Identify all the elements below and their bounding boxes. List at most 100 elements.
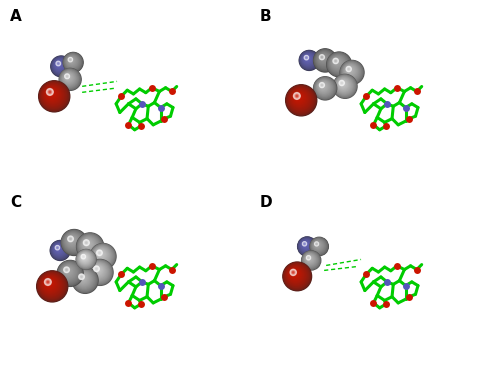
Circle shape <box>94 266 102 274</box>
Circle shape <box>90 244 115 269</box>
Circle shape <box>299 50 319 70</box>
Circle shape <box>62 70 78 87</box>
Circle shape <box>64 53 82 72</box>
Circle shape <box>78 251 93 266</box>
Circle shape <box>314 49 336 72</box>
Circle shape <box>289 88 311 110</box>
Circle shape <box>303 243 306 245</box>
Circle shape <box>62 266 74 278</box>
Circle shape <box>322 57 323 58</box>
Circle shape <box>294 93 302 101</box>
Circle shape <box>284 264 309 288</box>
Circle shape <box>98 251 103 256</box>
Circle shape <box>78 234 101 257</box>
Circle shape <box>314 78 336 98</box>
Circle shape <box>60 263 78 282</box>
Circle shape <box>334 60 336 62</box>
Circle shape <box>78 273 89 285</box>
Text: B: B <box>260 9 272 24</box>
Circle shape <box>88 261 110 283</box>
Circle shape <box>286 266 306 285</box>
Circle shape <box>78 250 94 267</box>
Circle shape <box>48 89 52 95</box>
Circle shape <box>62 71 77 86</box>
Circle shape <box>314 49 336 71</box>
Circle shape <box>336 77 352 94</box>
Circle shape <box>56 246 60 250</box>
Circle shape <box>76 271 92 288</box>
Circle shape <box>302 54 314 65</box>
Circle shape <box>335 60 336 62</box>
Circle shape <box>80 276 82 278</box>
Circle shape <box>96 268 100 272</box>
Circle shape <box>96 250 102 256</box>
Circle shape <box>78 273 88 283</box>
Circle shape <box>334 76 355 96</box>
Circle shape <box>47 89 56 98</box>
Circle shape <box>306 256 310 260</box>
Circle shape <box>70 59 71 60</box>
Circle shape <box>64 72 74 83</box>
Circle shape <box>46 281 49 283</box>
Circle shape <box>315 78 334 98</box>
Circle shape <box>340 81 344 85</box>
Circle shape <box>283 262 312 291</box>
Circle shape <box>318 81 330 93</box>
Circle shape <box>292 271 295 274</box>
Circle shape <box>306 57 307 58</box>
Circle shape <box>44 86 60 102</box>
Circle shape <box>57 247 58 248</box>
Circle shape <box>57 62 59 65</box>
Circle shape <box>304 254 316 265</box>
Circle shape <box>84 240 92 248</box>
Circle shape <box>317 52 331 66</box>
Circle shape <box>64 53 82 71</box>
Circle shape <box>305 56 308 59</box>
Circle shape <box>64 53 82 70</box>
Circle shape <box>66 75 70 79</box>
Circle shape <box>288 267 302 282</box>
Circle shape <box>340 81 344 85</box>
Circle shape <box>62 265 76 279</box>
Circle shape <box>90 262 108 280</box>
Circle shape <box>69 58 73 62</box>
Circle shape <box>90 243 116 269</box>
Circle shape <box>62 230 86 255</box>
Text: S450G: S450G <box>276 203 327 217</box>
Circle shape <box>303 252 318 267</box>
Circle shape <box>295 94 298 98</box>
Circle shape <box>305 56 309 60</box>
Circle shape <box>315 50 334 70</box>
Circle shape <box>318 54 329 64</box>
Circle shape <box>83 256 85 258</box>
Circle shape <box>82 255 85 258</box>
Circle shape <box>306 56 308 59</box>
Circle shape <box>61 230 87 256</box>
Circle shape <box>62 230 86 254</box>
Circle shape <box>64 267 72 275</box>
Circle shape <box>61 264 76 280</box>
Circle shape <box>316 79 332 96</box>
Circle shape <box>305 254 316 265</box>
Circle shape <box>347 67 353 73</box>
Circle shape <box>53 58 68 73</box>
Circle shape <box>54 244 64 254</box>
Circle shape <box>56 246 60 250</box>
Circle shape <box>290 269 301 280</box>
Circle shape <box>334 59 338 63</box>
Circle shape <box>322 85 324 87</box>
Circle shape <box>66 269 68 272</box>
Circle shape <box>54 244 64 255</box>
Circle shape <box>42 276 60 294</box>
Circle shape <box>304 243 305 244</box>
Circle shape <box>69 58 71 61</box>
Circle shape <box>340 82 345 86</box>
Circle shape <box>334 59 340 65</box>
Circle shape <box>56 246 62 252</box>
Circle shape <box>80 254 88 262</box>
Circle shape <box>312 239 326 253</box>
Circle shape <box>330 55 347 72</box>
Circle shape <box>98 252 102 256</box>
Circle shape <box>63 52 83 72</box>
Circle shape <box>316 50 334 69</box>
